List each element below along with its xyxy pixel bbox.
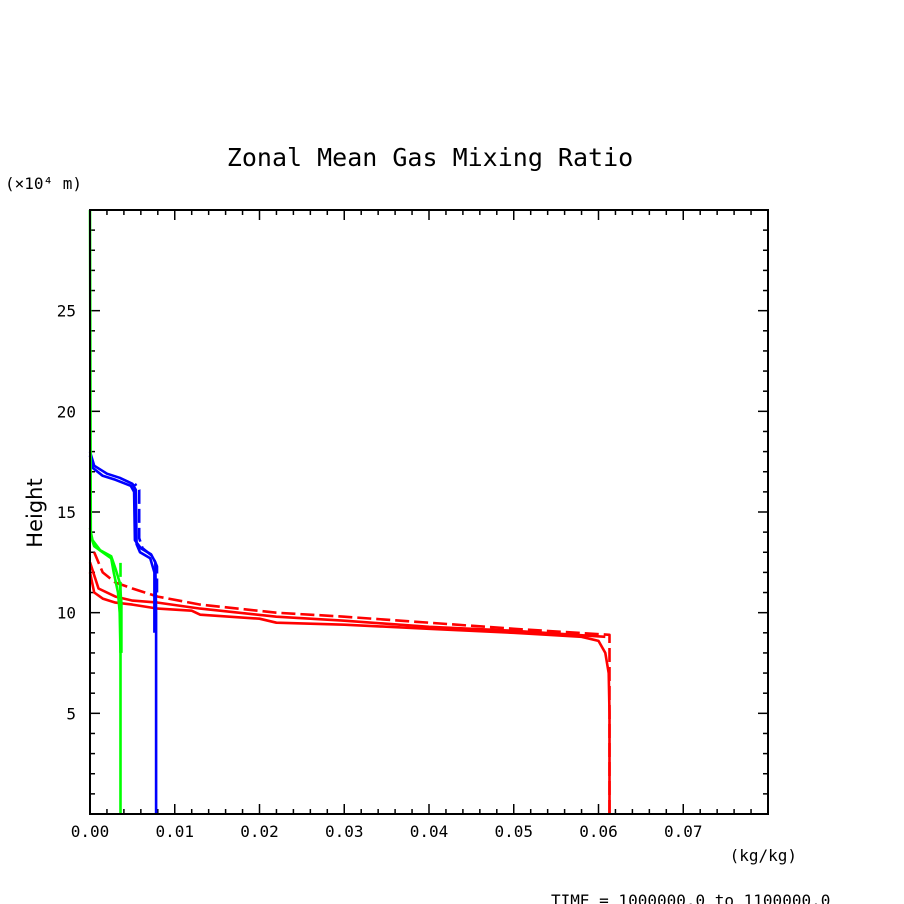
y-axis-label: Height <box>23 478 47 547</box>
footer-time-label: TIME = 1000000.0 to 1100000.0 <box>551 891 830 904</box>
y-tick-label: 25 <box>57 302 76 321</box>
series-line-3 <box>93 551 611 814</box>
series-line-5 <box>88 451 156 633</box>
chart-title: Zonal Mean Gas Mixing Ratio <box>227 143 633 172</box>
x-tick-label: 0.03 <box>325 822 364 841</box>
x-tick-label: 0.02 <box>240 822 279 841</box>
series-line-1 <box>88 572 611 814</box>
y-unit-label: (×10⁴ m) <box>5 174 82 193</box>
series-layer <box>88 209 611 814</box>
x-tick-label: 0.04 <box>410 822 449 841</box>
series-line-6 <box>133 483 159 593</box>
series-line-2 <box>88 561 606 639</box>
y-tick-label: 15 <box>57 503 76 522</box>
x-tick-label: 0.05 <box>494 822 533 841</box>
x-tick-label: 0.01 <box>155 822 194 841</box>
series-line-4 <box>88 455 158 814</box>
axis-ticks: 0.00 0.01 0.02 0.03 0.04 0.05 0.06 0.07 5 10 15 20 2… <box>57 210 769 841</box>
x-tick-label: 0.06 <box>579 822 618 841</box>
plot-frame <box>89 209 769 815</box>
x-unit-label: (kg/kg) <box>730 846 797 865</box>
x-tick-label: 0.00 <box>71 822 110 841</box>
x-tick-label: 0.07 <box>664 822 703 841</box>
y-tick-label: 10 <box>57 604 76 623</box>
y-tick-label: 5 <box>66 704 76 723</box>
series-line-8 <box>88 527 123 653</box>
y-tick-label: 20 <box>57 402 76 421</box>
